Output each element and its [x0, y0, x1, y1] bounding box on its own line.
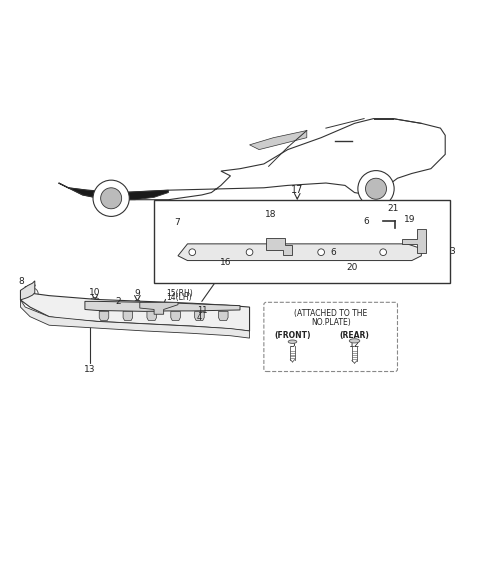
Text: 12: 12: [349, 340, 360, 350]
Text: 14(LH): 14(LH): [166, 293, 192, 302]
Text: 3: 3: [449, 247, 455, 256]
Polygon shape: [21, 290, 250, 331]
Polygon shape: [147, 312, 156, 320]
Polygon shape: [266, 238, 292, 255]
Text: 13: 13: [84, 365, 96, 374]
Text: 10: 10: [89, 287, 101, 297]
Text: NO.PLATE): NO.PLATE): [311, 318, 350, 327]
Text: 19: 19: [404, 215, 415, 223]
Circle shape: [318, 249, 324, 256]
Text: (FRONT): (FRONT): [274, 331, 311, 340]
Polygon shape: [21, 281, 35, 300]
Text: 7: 7: [174, 218, 180, 227]
Polygon shape: [250, 131, 307, 150]
Text: 17: 17: [291, 185, 303, 195]
Polygon shape: [123, 312, 132, 320]
Polygon shape: [402, 229, 426, 253]
Bar: [154, 200, 450, 283]
Text: 11: 11: [197, 306, 207, 316]
Polygon shape: [178, 244, 421, 260]
Polygon shape: [195, 312, 204, 320]
Text: 20: 20: [347, 263, 358, 272]
Circle shape: [246, 249, 253, 256]
Circle shape: [134, 300, 141, 306]
Ellipse shape: [349, 339, 360, 343]
Circle shape: [93, 180, 129, 217]
Text: 6: 6: [363, 217, 369, 226]
Text: (REAR): (REAR): [339, 331, 370, 340]
Polygon shape: [99, 312, 109, 320]
Polygon shape: [59, 119, 445, 200]
Polygon shape: [21, 300, 250, 338]
Text: 2: 2: [116, 297, 121, 306]
Circle shape: [380, 249, 386, 256]
Polygon shape: [140, 302, 178, 314]
Text: 21: 21: [387, 203, 398, 213]
Text: 5: 5: [289, 340, 295, 350]
Polygon shape: [59, 183, 168, 200]
Ellipse shape: [288, 340, 297, 343]
Text: 9: 9: [134, 289, 140, 298]
FancyBboxPatch shape: [264, 302, 397, 372]
Circle shape: [101, 188, 121, 209]
Text: 15(RH): 15(RH): [166, 290, 193, 298]
Text: 8: 8: [19, 276, 24, 286]
Circle shape: [189, 249, 196, 256]
Polygon shape: [218, 312, 228, 320]
Text: 6: 6: [330, 248, 336, 257]
Text: 16: 16: [220, 259, 231, 267]
Text: 4: 4: [197, 313, 202, 321]
Polygon shape: [85, 301, 240, 312]
Text: (ATTACHED TO THE: (ATTACHED TO THE: [294, 309, 367, 319]
Circle shape: [365, 178, 386, 199]
Circle shape: [358, 170, 394, 207]
Polygon shape: [171, 312, 180, 320]
Text: 18: 18: [265, 210, 277, 219]
